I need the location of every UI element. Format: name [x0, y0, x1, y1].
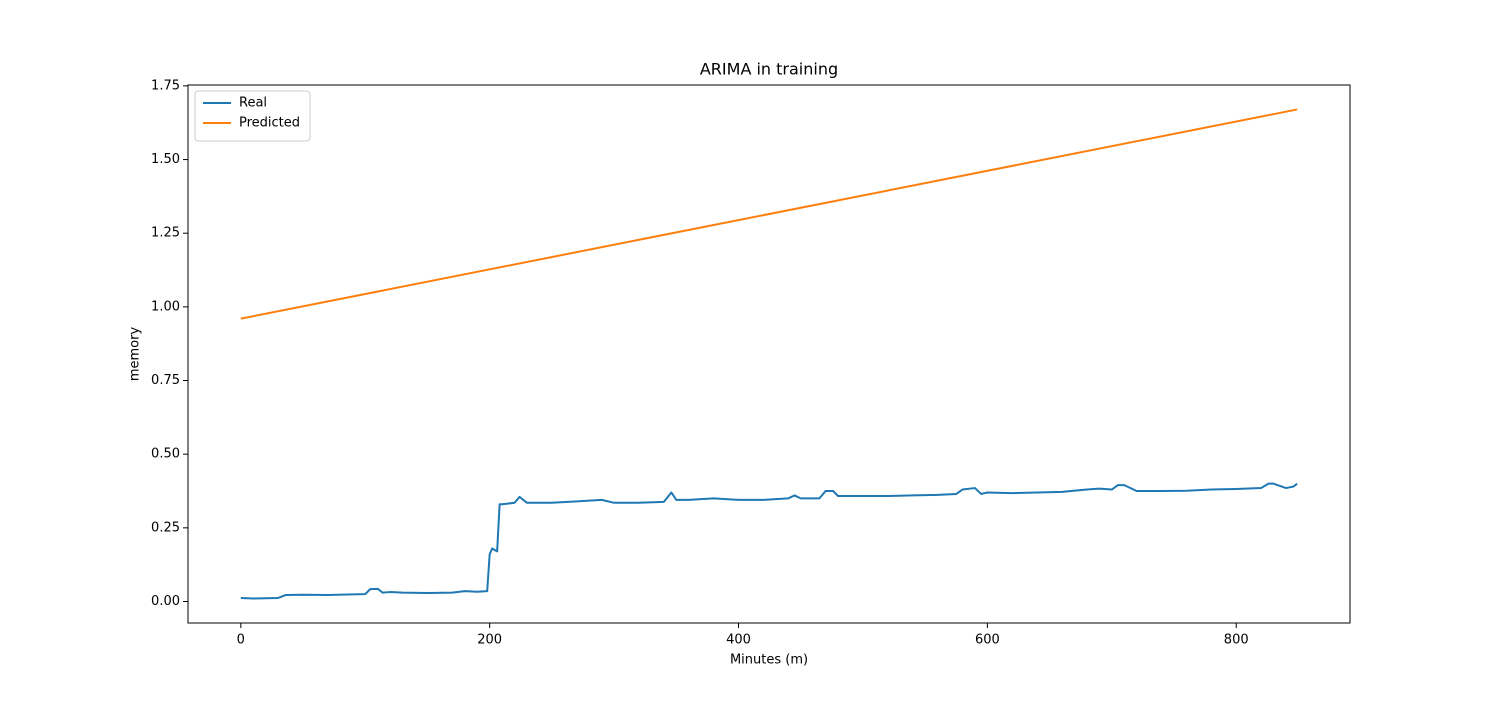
x-tick-label: 0 — [237, 633, 245, 648]
series-line — [240, 482, 1298, 600]
series-line — [240, 108, 1298, 320]
y-tick-label: 1.00 — [151, 299, 180, 314]
legend-label: Predicted — [239, 116, 300, 131]
y-tick-label: 0.50 — [151, 447, 180, 462]
x-tick-label: 800 — [1224, 633, 1249, 648]
x-tick-label: 600 — [975, 633, 1000, 648]
x-tick-label: 200 — [477, 633, 502, 648]
y-tick-label: 0.25 — [151, 520, 180, 535]
plot-frame — [187, 84, 1351, 624]
x-axis-label: Minutes (m) — [730, 653, 808, 668]
y-tick-label: 1.25 — [151, 226, 180, 241]
chart-title: ARIMA in training — [700, 60, 838, 79]
y-tick-label: 1.50 — [151, 152, 180, 167]
x-tick-label: 400 — [726, 633, 751, 648]
y-tick-label: 0.75 — [151, 373, 180, 388]
legend-label: Real — [239, 96, 267, 111]
y-axis-label: memory — [128, 327, 143, 382]
y-tick-label: 1.75 — [151, 78, 180, 93]
y-tick-label: 0.00 — [151, 594, 180, 609]
